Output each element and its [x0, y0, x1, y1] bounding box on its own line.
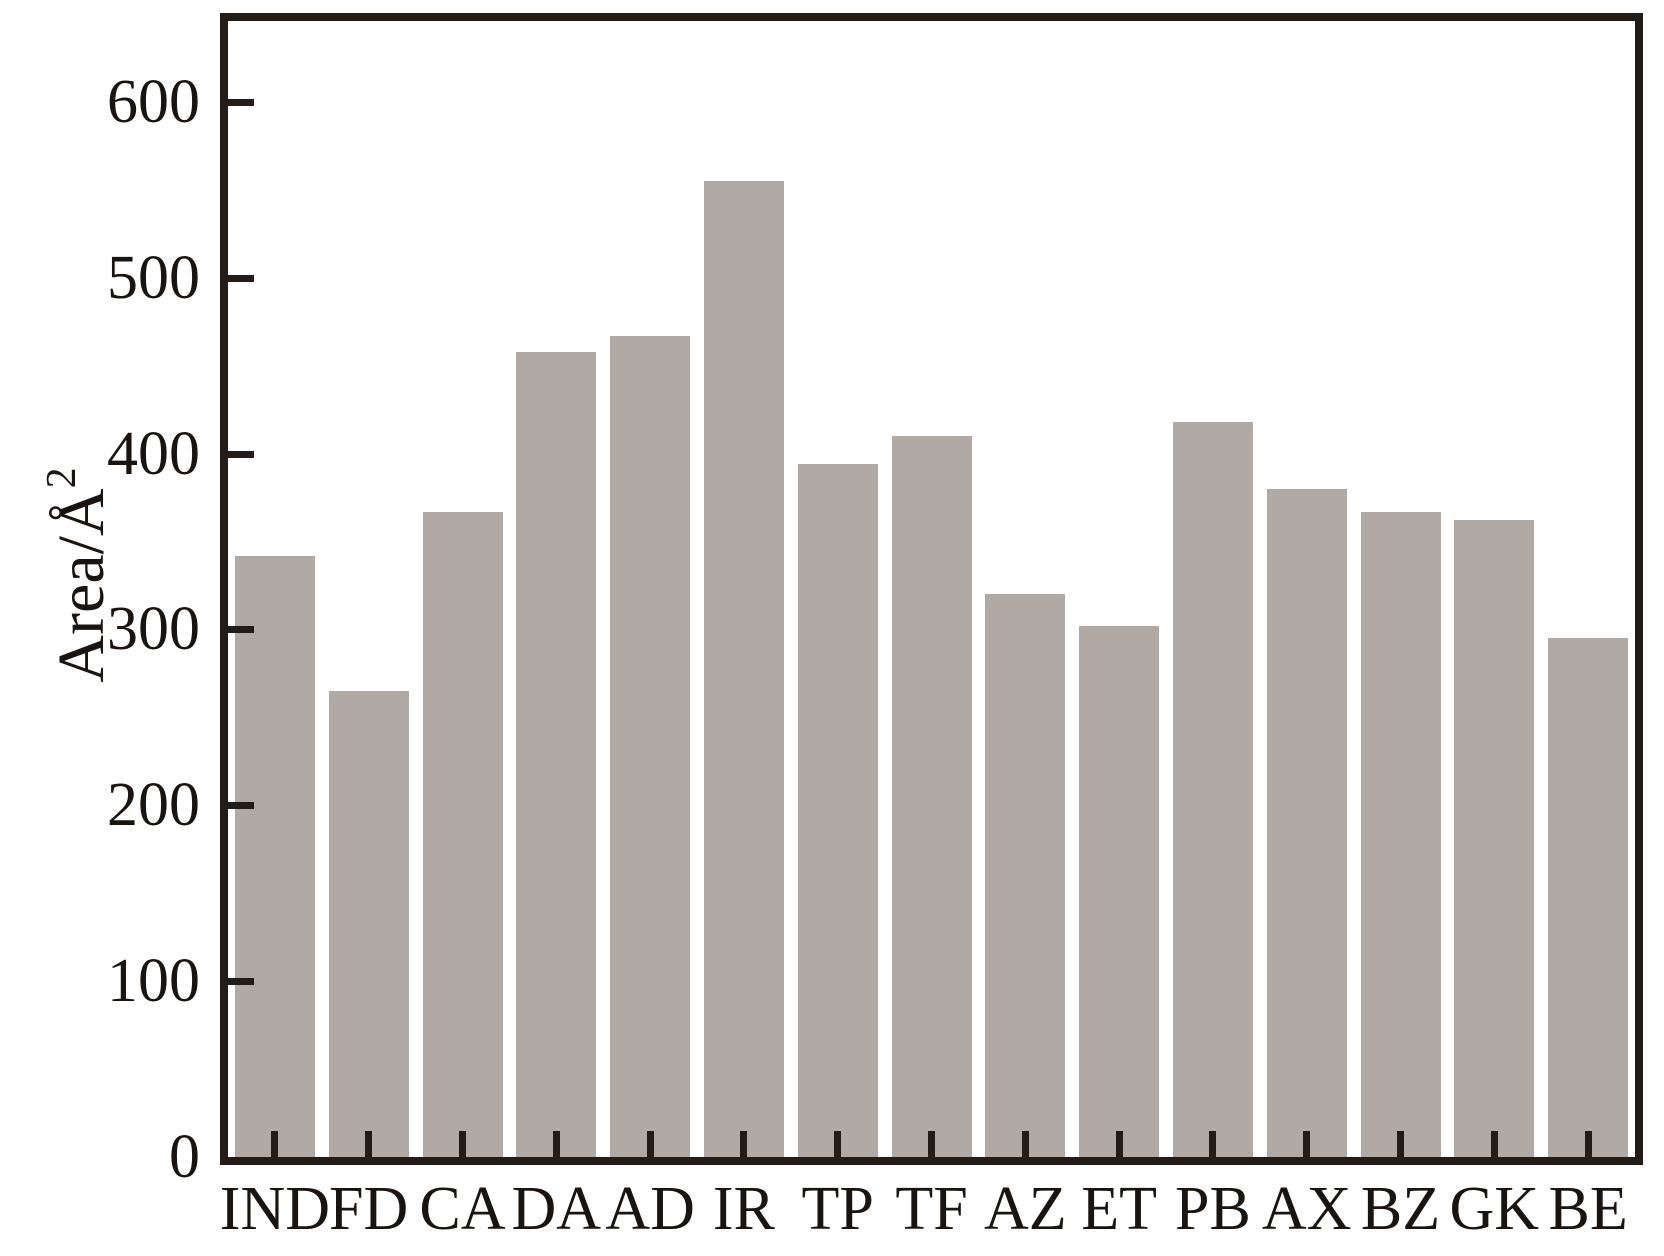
- bar-pb: [1172, 422, 1253, 1157]
- y-tick-label-200: 200: [107, 771, 200, 840]
- x-axis-tick-fd: [365, 1131, 373, 1157]
- y-axis-tick-600: [228, 98, 254, 106]
- x-tick-label-tf: TF: [895, 1175, 968, 1243]
- bar-tf: [891, 436, 972, 1157]
- x-axis-tick-gk: [1490, 1131, 1498, 1157]
- x-tick-label-ind: IND: [219, 1175, 330, 1243]
- x-axis-tick-tp: [834, 1131, 842, 1157]
- x-tick-label-gk: GK: [1449, 1175, 1540, 1243]
- y-tick-label-100: 100: [107, 947, 200, 1016]
- bar-tp: [797, 464, 878, 1157]
- x-tick-label-ir: IR: [712, 1175, 775, 1243]
- x-axis-tick-ad: [646, 1131, 654, 1157]
- bar-bz: [1360, 512, 1441, 1157]
- x-tick-label-ca: CA: [419, 1175, 506, 1243]
- bar-gk: [1454, 520, 1535, 1157]
- bar-et: [1079, 626, 1160, 1157]
- x-tick-label-bz: BZ: [1360, 1175, 1441, 1243]
- y-tick-label-600: 600: [107, 67, 200, 136]
- x-axis-tick-ind: [271, 1131, 279, 1157]
- x-axis-tick-da: [552, 1131, 560, 1157]
- y-tick-label-400: 400: [107, 419, 200, 488]
- x-axis-tick-pb: [1209, 1131, 1217, 1157]
- x-tick-label-tp: TP: [801, 1175, 874, 1243]
- plot-area: [220, 13, 1643, 1165]
- bar-da: [516, 352, 597, 1157]
- bar-be: [1548, 638, 1629, 1157]
- bar-ad: [610, 336, 691, 1157]
- x-tick-label-be: BE: [1548, 1175, 1628, 1243]
- x-axis-tick-ca: [459, 1131, 466, 1157]
- x-tick-label-ad: AD: [605, 1175, 695, 1243]
- bar-ind: [234, 556, 315, 1157]
- y-axis-tick-500: [228, 274, 254, 282]
- y-axis-tick-300: [228, 626, 254, 634]
- x-tick-label-da: DA: [511, 1175, 602, 1243]
- bar-ca: [422, 512, 503, 1157]
- x-tick-label-et: ET: [1081, 1175, 1157, 1243]
- x-tick-label-fd: FD: [329, 1175, 409, 1243]
- x-tick-label-az: AZ: [983, 1175, 1067, 1243]
- y-tick-label-300: 300: [107, 595, 200, 664]
- bar-ir: [703, 181, 784, 1157]
- x-axis-tick-ax: [1303, 1131, 1311, 1157]
- x-axis-tick-bz: [1397, 1131, 1404, 1157]
- x-tick-label-ax: AX: [1261, 1175, 1352, 1243]
- y-tick-label-500: 500: [107, 243, 200, 312]
- x-tick-label-pb: PB: [1174, 1175, 1251, 1243]
- bar-az: [985, 594, 1066, 1157]
- x-axis-tick-et: [1115, 1131, 1123, 1157]
- y-axis-tick-100: [228, 978, 254, 986]
- x-axis-tick-az: [1021, 1131, 1029, 1157]
- bar-ax: [1266, 489, 1347, 1157]
- y-axis-tick-200: [228, 802, 254, 810]
- x-axis-tick-be: [1584, 1131, 1592, 1157]
- bar-fd: [328, 691, 409, 1157]
- x-axis-tick-ir: [740, 1131, 748, 1157]
- x-axis-tick-tf: [928, 1131, 935, 1157]
- y-tick-label-0: 0: [169, 1123, 200, 1191]
- y-axis-tick-400: [228, 450, 254, 458]
